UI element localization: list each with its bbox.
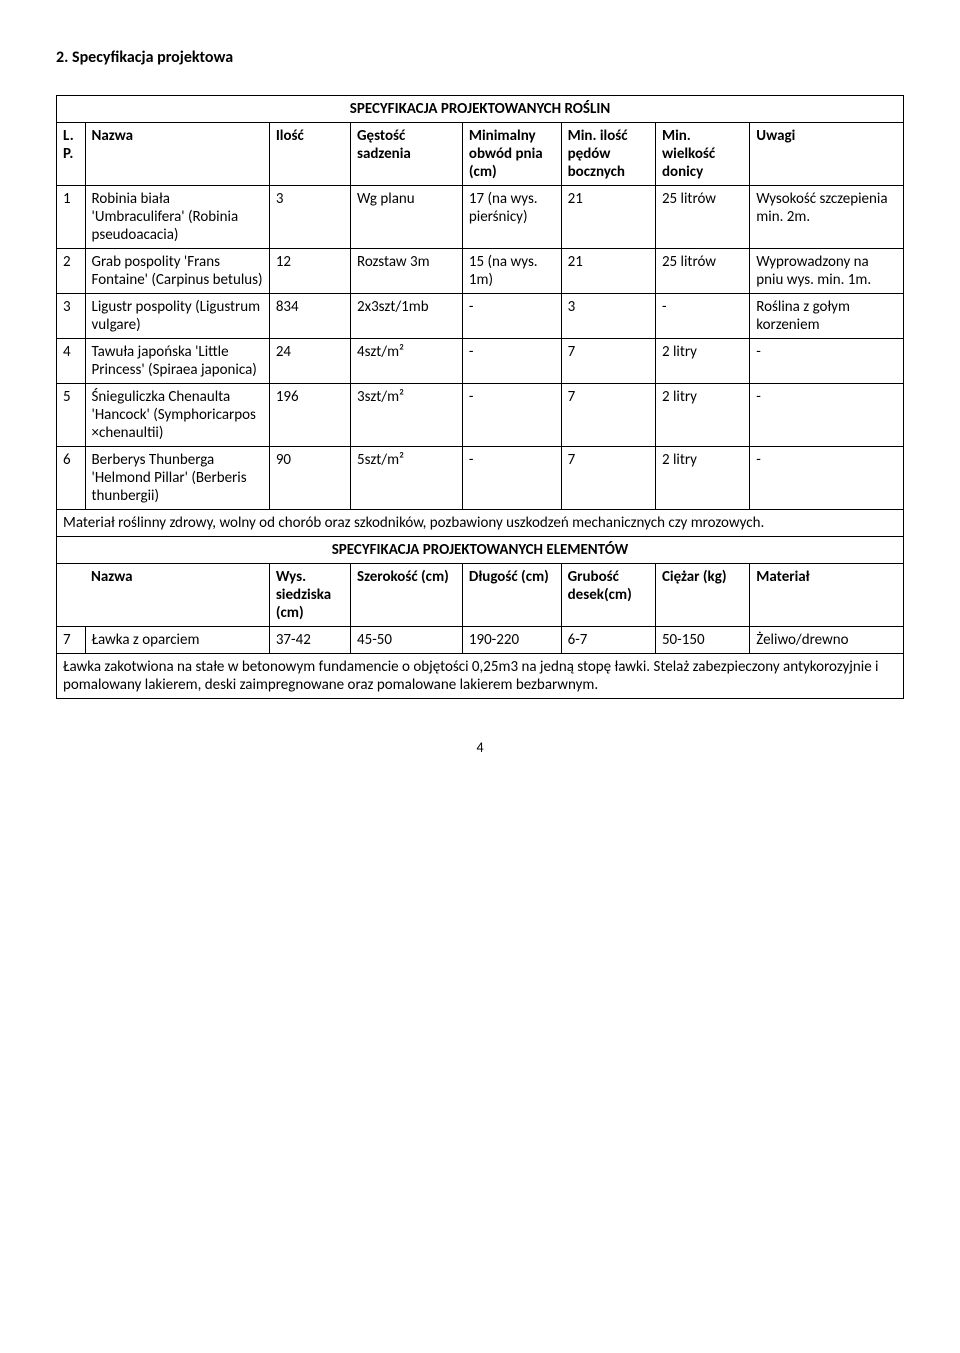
col-e-ciez: Ciężar (kg) [655, 564, 749, 627]
col-e-name: Nazwa [85, 564, 269, 627]
cell-lp: 2 [57, 249, 86, 294]
col-e-szer: Szerokość (cm) [350, 564, 462, 627]
cell-c2: 21 [561, 186, 655, 249]
elements-header-row: Nazwa Wys. siedziska (cm) Szerokość (cm)… [57, 564, 904, 627]
col-lp: L.P. [57, 123, 86, 186]
col-blank [57, 564, 86, 627]
page-number: 4 [56, 739, 904, 756]
cell-gest: 4szt/m² [350, 339, 462, 384]
col-e-wys: Wys. siedziska (cm) [269, 564, 350, 627]
cell-c1: - [462, 447, 561, 510]
cell-uw: - [750, 339, 904, 384]
cell-c1: - [462, 294, 561, 339]
cell-c3: 2 litry [655, 447, 749, 510]
cell-name: Ławka z oparciem [85, 627, 269, 654]
cell-c2: 3 [561, 294, 655, 339]
cell-name: Berberys Thunberga 'Helmond Pillar' (Ber… [85, 447, 269, 510]
col-uwagi: Uwagi [750, 123, 904, 186]
col-gestosc: Gęstość sadzenia [350, 123, 462, 186]
plants-note: Materiał roślinny zdrowy, wolny od choró… [57, 510, 904, 537]
table-row: 6Berberys Thunberga 'Helmond Pillar' (Be… [57, 447, 904, 510]
cell-name: Tawuła japońska 'Little Princess' (Spira… [85, 339, 269, 384]
cell-c2: 7 [561, 447, 655, 510]
cell-uw: - [750, 447, 904, 510]
cell-c2: 7 [561, 339, 655, 384]
cell-grub: 6-7 [561, 627, 655, 654]
section-title: 2. Specyfikacja projektowa [56, 48, 904, 67]
table-row: 5Śnieguliczka Chenaulta 'Hancock' (Symph… [57, 384, 904, 447]
col-min-donica: Min. wielkość donicy [655, 123, 749, 186]
cell-lp: 6 [57, 447, 86, 510]
col-min-obwod: Minimalny obwód pnia (cm) [462, 123, 561, 186]
cell-c2: 7 [561, 384, 655, 447]
cell-gest: Wg planu [350, 186, 462, 249]
table-row: 1Robinia biała 'Umbraculifera' (Robinia … [57, 186, 904, 249]
cell-name: Ligustr pospolity (Ligustrum vulgare) [85, 294, 269, 339]
col-e-grub: Grubość desek(cm) [561, 564, 655, 627]
col-e-mat: Materiał [750, 564, 904, 627]
cell-szer: 45-50 [350, 627, 462, 654]
elements-note: Ławka zakotwiona na stałe w betonowym fu… [57, 654, 904, 699]
cell-c1: - [462, 384, 561, 447]
table-row: 7 Ławka z oparciem 37-42 45-50 190-220 6… [57, 627, 904, 654]
spec-table: SPECYFIKACJA PROJEKTOWANYCH ROŚLIN L.P. … [56, 95, 904, 699]
plants-header-row: L.P. Nazwa Ilość Gęstość sadzenia Minima… [57, 123, 904, 186]
table-row: 4Tawuła japońska 'Little Princess' (Spir… [57, 339, 904, 384]
cell-c1: - [462, 339, 561, 384]
cell-c2: 21 [561, 249, 655, 294]
table-row: 2Grab pospolity 'Frans Fontaine' (Carpin… [57, 249, 904, 294]
cell-lp: 7 [57, 627, 86, 654]
cell-c3: 2 litry [655, 339, 749, 384]
cell-mat: Żeliwo/drewno [750, 627, 904, 654]
cell-dl: 190-220 [462, 627, 561, 654]
cell-uw: Roślina z gołym korzeniem [750, 294, 904, 339]
cell-ilosc: 3 [269, 186, 350, 249]
cell-name: Śnieguliczka Chenaulta 'Hancock' (Sympho… [85, 384, 269, 447]
cell-ilosc: 834 [269, 294, 350, 339]
elements-caption: SPECYFIKACJA PROJEKTOWANYCH ELEMENTÓW [57, 537, 904, 564]
col-min-pedy: Min. ilość pędów bocznych [561, 123, 655, 186]
cell-gest: 2x3szt/1mb [350, 294, 462, 339]
cell-lp: 5 [57, 384, 86, 447]
cell-ilosc: 90 [269, 447, 350, 510]
cell-ilosc: 24 [269, 339, 350, 384]
cell-gest: 5szt/m² [350, 447, 462, 510]
cell-ilosc: 12 [269, 249, 350, 294]
col-name: Nazwa [85, 123, 269, 186]
cell-gest: 3szt/m² [350, 384, 462, 447]
cell-uw: Wysokość szczepienia min. 2m. [750, 186, 904, 249]
cell-c3: 25 litrów [655, 186, 749, 249]
cell-ciez: 50-150 [655, 627, 749, 654]
cell-gest: Rozstaw 3m [350, 249, 462, 294]
cell-c3: 25 litrów [655, 249, 749, 294]
cell-name: Robinia biała 'Umbraculifera' (Robinia p… [85, 186, 269, 249]
cell-lp: 4 [57, 339, 86, 384]
cell-c1: 17 (na wys. pierśnicy) [462, 186, 561, 249]
plants-caption: SPECYFIKACJA PROJEKTOWANYCH ROŚLIN [57, 96, 904, 123]
col-e-dl: Długość (cm) [462, 564, 561, 627]
table-row: 3Ligustr pospolity (Ligustrum vulgare)83… [57, 294, 904, 339]
cell-c3: 2 litry [655, 384, 749, 447]
cell-uw: - [750, 384, 904, 447]
cell-c3: - [655, 294, 749, 339]
cell-name: Grab pospolity 'Frans Fontaine' (Carpinu… [85, 249, 269, 294]
cell-uw: Wyprowadzony na pniu wys. min. 1m. [750, 249, 904, 294]
cell-wys: 37-42 [269, 627, 350, 654]
cell-lp: 1 [57, 186, 86, 249]
cell-ilosc: 196 [269, 384, 350, 447]
cell-c1: 15 (na wys. 1m) [462, 249, 561, 294]
col-ilosc: Ilość [269, 123, 350, 186]
cell-lp: 3 [57, 294, 86, 339]
